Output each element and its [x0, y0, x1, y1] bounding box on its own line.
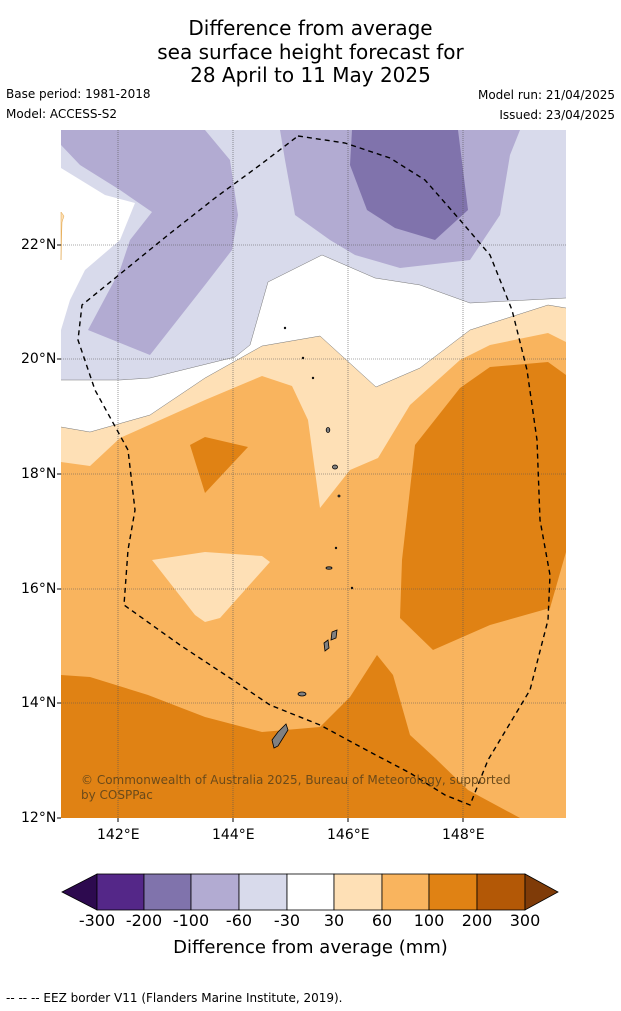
lat-label-20n: 20°N — [21, 351, 57, 367]
colorbar-tick: 60 — [371, 911, 393, 930]
model-run: Model run: 21/04/2025 — [477, 88, 615, 102]
title-line-3: 28 April to 11 May 2025 — [190, 63, 431, 87]
colorbar-tick: 200 — [461, 911, 493, 930]
islet — [311, 376, 315, 380]
colorbar-title: Difference from average (mm) — [173, 937, 448, 958]
copyright-notice: © Commonwealth of Australia 2025, Bureau… — [81, 773, 511, 802]
title-line-1: Difference from average — [188, 16, 433, 40]
lat-label-14n: 14°N — [21, 695, 57, 711]
colorbar-tick: -100 — [172, 911, 210, 930]
colorbar-bin-8 — [428, 873, 478, 911]
lat-label-16n: 16°N — [21, 581, 57, 597]
eez-legend-note: -- -- -- EEZ border V11 (Flanders Marine… — [6, 991, 343, 1005]
colorbar-tick: -60 — [225, 911, 253, 930]
colorbar-extend-high — [524, 873, 559, 911]
guam-island — [271, 723, 289, 749]
contour-line — [61, 304, 566, 433]
colorbar-bin-6 — [333, 873, 383, 911]
islet — [301, 356, 305, 360]
axis-ticks — [57, 244, 464, 822]
colorbar-bin-1 — [96, 873, 145, 911]
islands — [271, 326, 354, 749]
colorbar-bin-9 — [476, 873, 526, 911]
lat-label-22n: 22°N — [21, 237, 57, 253]
islet — [337, 494, 341, 498]
lat-label-12n: 12°N — [21, 810, 57, 826]
contour-fill — [61, 130, 566, 818]
base-period: Base period: 1981-2018 — [6, 87, 151, 101]
colorbar-tick: -30 — [273, 911, 301, 930]
contour-plus-30-60-pocket — [152, 552, 270, 622]
colorbar-extend-low — [61, 873, 98, 911]
contour-minus-100-200 — [350, 130, 468, 240]
lat-label-18n: 18°N — [21, 466, 57, 482]
pagan-island — [325, 427, 331, 433]
lon-label-148e: 148°E — [442, 827, 485, 843]
contour-plus-100-200-patch — [190, 437, 248, 493]
issued-date: Issued: 23/04/2025 — [499, 108, 615, 122]
colorbar-bin-4 — [238, 873, 288, 911]
lon-label-144e: 144°E — [212, 827, 255, 843]
colorbar-tick: 30 — [323, 911, 345, 930]
contour-plus-100-200-east — [400, 362, 566, 650]
colorbar-tick: 300 — [509, 911, 541, 930]
lon-label-142e: 142°E — [97, 827, 140, 843]
colorbar-tick: -200 — [125, 911, 163, 930]
islet — [334, 546, 338, 550]
contour-plus-100-200-south — [61, 655, 520, 818]
rota-island — [297, 691, 307, 697]
islet — [283, 326, 287, 330]
alamagan-island — [332, 464, 338, 470]
gridlines — [61, 130, 566, 818]
contour-neutral-left — [61, 168, 135, 330]
colorbar-tick: -300 — [78, 911, 116, 930]
tinian-island — [323, 639, 330, 652]
colorbar — [61, 873, 559, 911]
anatahan-island — [325, 566, 333, 570]
colorbar-bin-7 — [381, 873, 430, 911]
title-line-2: sea surface height forecast for — [157, 40, 464, 64]
contour-minus-60-100-west — [61, 130, 238, 355]
colorbar-bin-3 — [190, 873, 240, 911]
contour-line — [61, 254, 566, 381]
colorbar-bin-2 — [143, 873, 192, 911]
colorbar-bin-5 — [286, 873, 335, 911]
lon-label-146e: 146°E — [327, 827, 370, 843]
model-name: Model: ACCESS-S2 — [6, 107, 118, 121]
saipan-island — [330, 629, 338, 641]
colorbar-tick: 100 — [413, 911, 445, 930]
islet — [350, 586, 354, 590]
land-sliver — [60, 211, 65, 261]
